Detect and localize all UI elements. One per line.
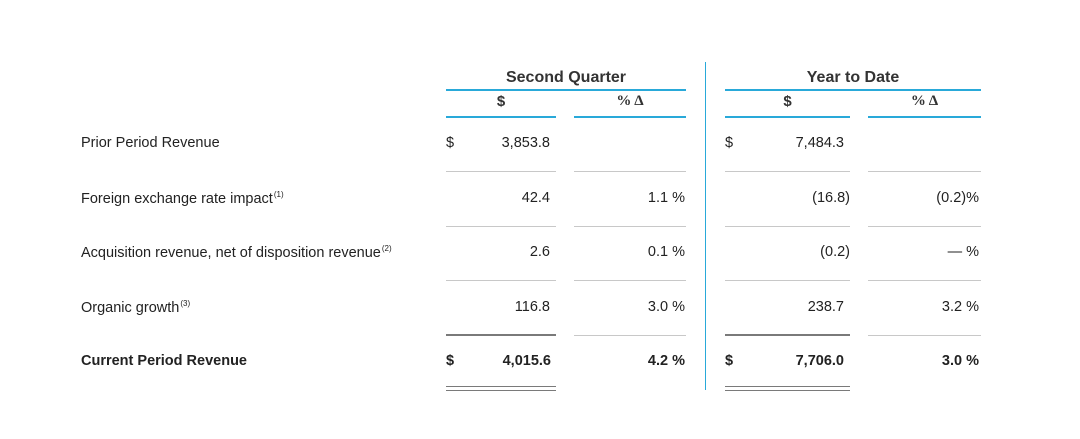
q2-currency-symbol: $ [446, 353, 455, 369]
row-divider [868, 226, 981, 227]
q2-currency-symbol: $ [446, 135, 455, 151]
row-label-acquisition-revenue: Acquisition revenue, net of disposition … [81, 244, 392, 261]
ytd-fx-value: (16.8) [812, 190, 850, 206]
q2-fx-value: 42.4 [521, 190, 550, 206]
total-double-rule [725, 386, 850, 387]
ytd-prior-value: 7,484.3 [795, 135, 844, 151]
q2-pct-change-header: % Δ [616, 93, 644, 109]
row-label-prior-period-revenue: Prior Period Revenue [81, 135, 220, 151]
ytd-pct-change-header: % Δ [910, 93, 939, 109]
q2-dollar-rule [446, 116, 556, 118]
ytd-current-pct: 3.0 % [941, 353, 979, 369]
row-divider [574, 226, 686, 227]
row-divider [446, 226, 556, 227]
footnote-ref: (3) [180, 299, 191, 308]
ytd-organic-pct: 3.2 % [941, 299, 979, 315]
second-quarter-header: Second Quarter [505, 69, 627, 86]
ytd-acquisition-pct: — % [947, 244, 979, 260]
q2-dollar-header: $ [496, 93, 506, 110]
year-to-date-rule [725, 89, 981, 91]
q2-organic-pct: 3.0 % [647, 299, 685, 315]
total-double-rule [446, 390, 556, 391]
row-divider [725, 226, 850, 227]
row-divider [868, 335, 981, 336]
q2-acquisition-value: 2.6 [529, 244, 550, 260]
ytd-fx-pct: (0.2)% [936, 190, 979, 206]
row-label-current-period-revenue: Current Period Revenue [81, 353, 247, 369]
column-divider [705, 62, 706, 390]
subtotal-rule [446, 334, 556, 336]
row-divider [574, 171, 686, 172]
row-divider [868, 171, 981, 172]
second-quarter-rule [446, 89, 686, 91]
row-divider [574, 280, 686, 281]
q2-current-value: 4,015.6 [502, 353, 551, 369]
q2-acquisition-pct: 0.1 % [647, 244, 685, 260]
ytd-dollar-header: $ [783, 93, 792, 110]
row-divider [725, 280, 850, 281]
subtotal-rule [725, 334, 850, 336]
ytd-current-value: 7,706.0 [795, 353, 844, 369]
ytd-dollar-rule [725, 116, 850, 118]
footnote-ref: (1) [273, 190, 284, 199]
row-divider [446, 171, 556, 172]
row-divider [574, 335, 686, 336]
row-divider [725, 171, 850, 172]
q2-pct-rule [574, 116, 686, 118]
q2-prior-value: 3,853.8 [501, 135, 550, 151]
q2-current-pct: 4.2 % [647, 353, 685, 369]
row-label-foreign-exchange: Foreign exchange rate impact(1) [81, 190, 284, 207]
row-divider [446, 280, 556, 281]
row-label-organic-growth: Organic growth(3) [81, 299, 191, 316]
ytd-currency-symbol: $ [725, 353, 734, 369]
ytd-pct-rule [868, 116, 981, 118]
footnote-ref: (2) [381, 244, 392, 253]
total-double-rule [725, 390, 850, 391]
row-divider [868, 280, 981, 281]
ytd-organic-value: 238.7 [807, 299, 844, 315]
ytd-acquisition-value: (0.2) [820, 244, 850, 260]
ytd-currency-symbol: $ [725, 135, 734, 151]
year-to-date-header: Year to Date [806, 69, 900, 86]
total-double-rule [446, 386, 556, 387]
q2-organic-value: 116.8 [514, 299, 550, 315]
q2-fx-pct: 1.1 % [647, 190, 685, 206]
